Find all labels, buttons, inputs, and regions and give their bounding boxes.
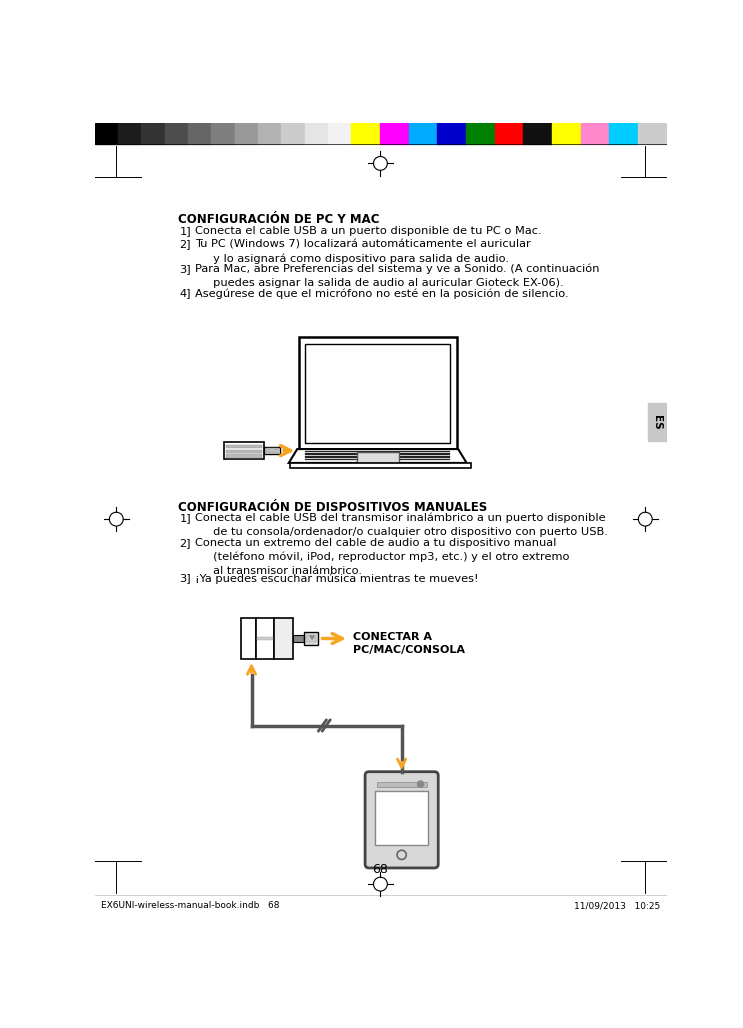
Text: Asegúrese de que el micrófono no esté en la posición de silencio.: Asegúrese de que el micrófono no esté en… <box>195 289 568 299</box>
Bar <box>305 123 328 144</box>
Text: Conecta el cable USB del transmisor inalámbrico a un puerto disponible
     de t: Conecta el cable USB del transmisor inal… <box>195 513 608 537</box>
Text: 3]: 3] <box>179 264 191 273</box>
Bar <box>328 123 351 144</box>
Text: 3]: 3] <box>179 574 191 584</box>
Bar <box>377 781 426 787</box>
Text: EX6UNI-wireless-manual-book.indb   68: EX6UNI-wireless-manual-book.indb 68 <box>101 902 279 910</box>
Bar <box>609 123 638 144</box>
Bar <box>351 123 380 144</box>
Text: ♥: ♥ <box>308 635 314 641</box>
Text: CONECTAR A
PC/MAC/CONSOLA: CONECTAR A PC/MAC/CONSOLA <box>354 632 465 655</box>
Text: Conecta el cable USB a un puerto disponible de tu PC o Mac.: Conecta el cable USB a un puerto disponi… <box>195 226 542 235</box>
Bar <box>299 337 457 449</box>
Bar <box>304 632 318 645</box>
Bar <box>227 450 262 453</box>
Polygon shape <box>289 449 467 463</box>
Bar <box>258 123 281 144</box>
Bar <box>281 123 305 144</box>
Text: Conecta un extremo del cable de audio a tu dispositivo manual
     (teléfono móv: Conecta un extremo del cable de audio a … <box>195 538 569 576</box>
Bar <box>227 454 262 457</box>
Bar <box>235 123 258 144</box>
Bar <box>306 635 316 641</box>
Bar <box>165 123 188 144</box>
Bar <box>291 463 471 468</box>
Bar <box>380 123 409 144</box>
Text: 1]: 1] <box>179 226 191 235</box>
Text: ¡Ya puedes escuchar música mientras te mueves!: ¡Ya puedes escuchar música mientras te m… <box>195 574 478 584</box>
Bar <box>648 403 667 441</box>
Text: Tu PC (Windows 7) localizará automáticamente el auricular
     y lo asignará com: Tu PC (Windows 7) localizará automáticam… <box>195 240 531 263</box>
Circle shape <box>418 781 424 787</box>
Text: 2]: 2] <box>179 538 191 548</box>
Bar <box>188 123 211 144</box>
FancyBboxPatch shape <box>365 772 438 868</box>
Text: ES: ES <box>652 415 662 430</box>
Bar <box>95 123 118 144</box>
Bar <box>305 456 450 457</box>
Bar <box>266 448 278 453</box>
Bar <box>305 458 450 461</box>
Bar <box>227 445 262 448</box>
Bar <box>241 619 256 659</box>
Text: 2]: 2] <box>179 240 191 249</box>
Bar <box>224 442 264 460</box>
Text: 68: 68 <box>372 862 389 876</box>
Bar <box>211 123 235 144</box>
Bar <box>118 123 141 144</box>
Bar <box>495 123 523 144</box>
Bar <box>357 452 399 463</box>
Bar <box>409 123 437 144</box>
Bar <box>274 619 293 659</box>
Bar <box>375 791 428 845</box>
Bar <box>552 123 581 144</box>
Bar <box>437 123 466 144</box>
Bar <box>523 123 552 144</box>
Bar <box>256 619 274 659</box>
Bar <box>638 123 667 144</box>
Bar <box>141 123 165 144</box>
Text: 11/09/2013   10:25: 11/09/2013 10:25 <box>574 902 661 910</box>
Text: 4]: 4] <box>179 289 191 298</box>
Bar <box>257 637 273 640</box>
Bar <box>466 123 495 144</box>
Text: 1]: 1] <box>179 513 191 523</box>
Bar <box>581 123 609 144</box>
Bar <box>305 450 450 452</box>
Bar <box>305 453 450 455</box>
Bar <box>264 447 279 454</box>
Text: CONFIGURACIÓN DE DISPOSITIVOS MANUALES: CONFIGURACIÓN DE DISPOSITIVOS MANUALES <box>178 501 487 514</box>
Bar <box>305 343 450 443</box>
Text: CONFIGURACIÓN DE PC Y MAC: CONFIGURACIÓN DE PC Y MAC <box>178 214 380 226</box>
Text: Para Mac, abre Preferencias del sistema y ve a Sonido. (A continuación
     pued: Para Mac, abre Preferencias del sistema … <box>195 264 600 288</box>
Bar <box>293 634 304 642</box>
